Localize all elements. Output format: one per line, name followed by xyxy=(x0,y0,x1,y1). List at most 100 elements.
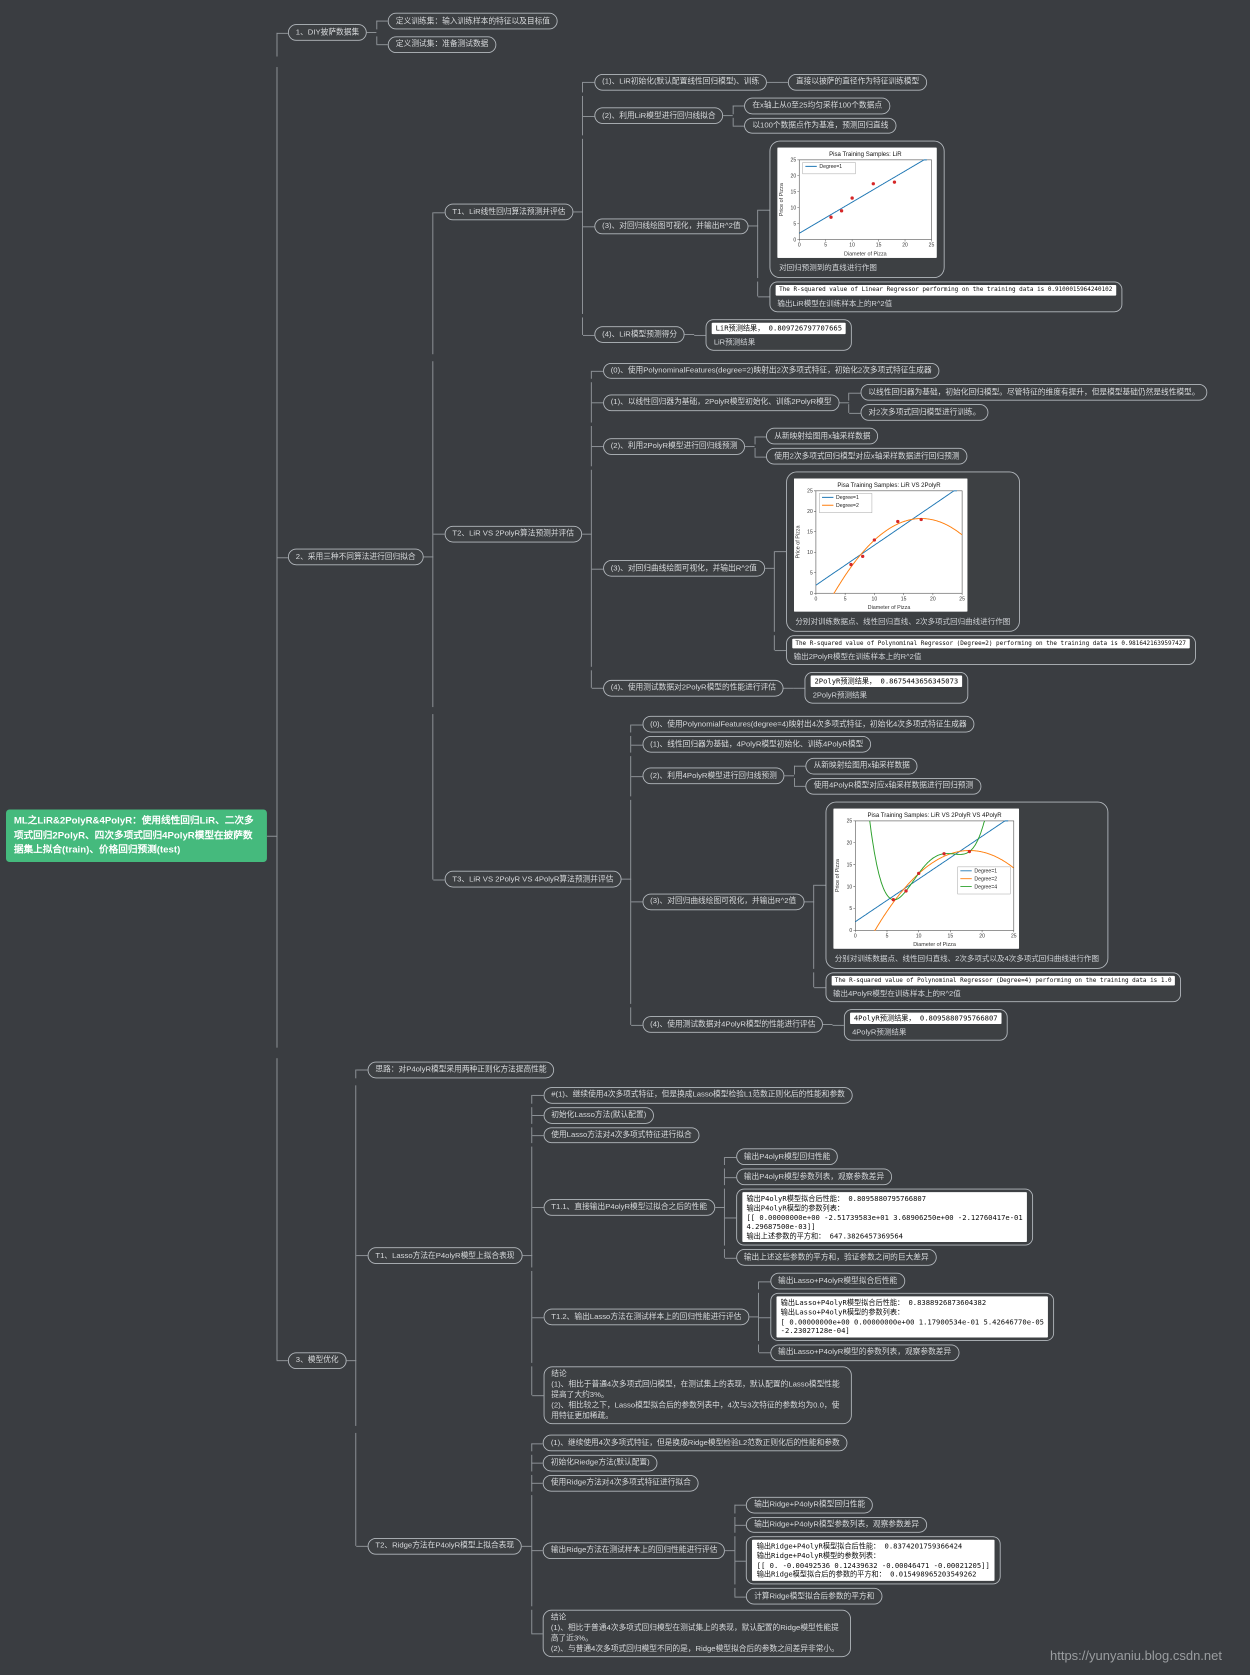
subtopic[interactable]: 定义测试集：准备测试数据 xyxy=(388,36,497,53)
subtopic[interactable]: 以线性回归器为基础，初始化回归模型。尽管特征的维度有提升，但是模型基础仍然是线性… xyxy=(860,384,1208,401)
y-tick-label: 20 xyxy=(807,509,813,515)
scatter-point xyxy=(967,849,971,853)
root-topic[interactable]: ML之LiR&2PolyR&4PolyR：使用线性回归LiR、二次多项式回归2P… xyxy=(6,809,267,863)
chart-caption: 分别对训练数据点、线性回归直线、2次多项式回归曲线进行作图 xyxy=(795,616,1011,626)
subtopic[interactable]: T1.1、直接输出P4olyR模型过拟合之后的性能 xyxy=(543,1199,715,1216)
branch-three-algorithms[interactable]: 2、采用三种不同算法进行回归拟合 xyxy=(287,548,424,566)
x-tick-label: 25 xyxy=(929,243,935,249)
r-squared-output-2polyr[interactable]: The R-squared value of Polynominal Regre… xyxy=(785,635,1196,666)
branch-model-optimization[interactable]: 3、模型优化 xyxy=(287,1352,347,1369)
subtopic[interactable]: (4)、LiR模型预测得分 xyxy=(594,326,685,343)
chart-topic-lir[interactable]: 0 5 10 15 20 25 0 5 10 15 20 25 Pisa Training Sample… xyxy=(769,140,945,279)
subtopic[interactable]: 初始化Lasso方法(默认配置) xyxy=(543,1106,655,1124)
subtopic[interactable]: 输出Ridge+P4olyR模型参数列表，观察参数差异 xyxy=(746,1516,927,1534)
subtopic[interactable]: 初始化Riedge方法(默认配置) xyxy=(542,1454,658,1472)
chart-background xyxy=(777,147,937,259)
params-output-ridge[interactable]: 输出Ridge+P4olyR模型拟合后性能： 0.837420175936642… xyxy=(746,1536,1001,1585)
output-note: 2PolyR预测结果 xyxy=(812,690,868,700)
params-output-lasso[interactable]: 输出Lasso+P4olyR模型拟合后性能： 0.838892687360438… xyxy=(770,1293,1055,1341)
subtopic[interactable]: 输出P4olyR模型回归性能 xyxy=(735,1148,839,1166)
subtopic[interactable]: (0)、使用PolynominalFeatures(degree=2)映射出2次… xyxy=(602,362,940,380)
subtopic[interactable]: 输出Ridge+P4olyR模型回归性能 xyxy=(746,1496,874,1514)
subtopic[interactable]: (1)、线性回归器为基础，4PolyR模型初始化、训练4PolyR模型 xyxy=(642,736,872,753)
topic-t2-2polyr[interactable]: T2、LiR VS 2PolyR算法预测并评估 xyxy=(444,525,582,543)
prediction-output-4polyr[interactable]: 4PolyR预测结果， 0.8095880795766807 4PolyR预测结果 xyxy=(844,1009,1008,1041)
subtopic[interactable]: 使用Lasso方法对4次多项式特征进行拟合 xyxy=(543,1126,700,1144)
x-tick-label: 5 xyxy=(824,243,827,249)
subtopic[interactable]: 直接以披萨的直径作为特征训练模型 xyxy=(788,73,928,91)
subtopic[interactable]: T1.2、输出Lasso方法在测试样本上的回归性能进行评估 xyxy=(543,1308,750,1326)
console-output-line: 输出P4olyR模型的参数列表： xyxy=(746,1203,845,1213)
console-output-line: The R-squared value of Polynominal Regre… xyxy=(791,638,1190,649)
subtopic[interactable]: (3)、对回归曲线绘图可视化，并输出R^2值 xyxy=(602,560,765,577)
branch-connector xyxy=(621,878,631,880)
y-tick-label: 10 xyxy=(846,884,852,890)
watermark-link[interactable]: https://yunyaniu.blog.csdn.net xyxy=(1049,1648,1222,1663)
subtopic[interactable]: 从新映射绘图用x轴采样数据 xyxy=(766,427,879,445)
subtopic[interactable]: 在x轴上从0至25均匀采样100个数据点 xyxy=(744,97,890,114)
pizza-chart-svg: 0 5 10 15 20 25 0 5 10 15 20 25 Pisa Training Sample… xyxy=(833,808,1019,949)
topic-ridge[interactable]: T2、Ridge方法在P4olyR模型上拟合表现 xyxy=(367,1537,522,1555)
branch-connector xyxy=(723,115,734,117)
branch-connector xyxy=(725,1550,735,1552)
legend-box xyxy=(957,866,1011,894)
topic-lasso[interactable]: T1、Lasso方法在P4olyR模型上拟合表现 xyxy=(367,1247,523,1264)
subtopic[interactable]: (1)、以线性回归器为基础，2PolyR模型初始化、训练2PolyR模型 xyxy=(602,394,840,411)
subtopic[interactable]: 思路：对P4olyR模型采用两种正则化方法提高性能 xyxy=(367,1061,555,1079)
scatter-point xyxy=(839,209,844,213)
scatter-point xyxy=(860,554,864,559)
conclusion-lasso[interactable]: 结论 (1)、相比于普通4次多项式回归模型，在测试集上的表现，默认配置的Lass… xyxy=(543,1366,852,1425)
subtopic[interactable]: (1)、LiR初始化(默认配置线性回归模型)、训练 xyxy=(594,73,768,91)
prediction-output-lir[interactable]: LiR预测结果， 0.809726797707665 LiR预测结果 xyxy=(705,318,852,351)
subtopic[interactable]: 输出上述这些参数的平方和，验证参数之间的巨大差异 xyxy=(735,1249,937,1267)
subtopic[interactable]: 对2次多项式回归模型进行训练。 xyxy=(860,404,989,421)
subtopic[interactable]: 使用2次多项式回归模型对应x轴采样数据进行回归预测 xyxy=(766,448,968,465)
subtopic[interactable]: (4)、使用测试数据对2PolyR模型的性能进行评估 xyxy=(602,679,784,697)
branch-connector xyxy=(266,835,277,837)
subtopic[interactable]: (2)、利用2PolyR模型进行回归线预测 xyxy=(602,437,746,455)
subtopic[interactable]: (3)、对回归曲线绘图可视化，并输出R^2值 xyxy=(642,893,805,910)
subtopic[interactable]: 使用4PolyR模型对应x轴采样数据进行回归预测 xyxy=(805,777,982,795)
subtopic[interactable]: (1)、继续使用4次多项式特征，但是换成Ridge模型检验L2范数正则化后的性能… xyxy=(542,1434,848,1452)
subtopic[interactable]: (2)、利用4PolyR模型进行回归线预测 xyxy=(642,767,785,785)
y-tick-label: 15 xyxy=(807,530,813,536)
x-tick-label: 5 xyxy=(843,596,846,602)
pizza-chart-svg: 0 5 10 15 20 25 0 5 10 15 20 25 Pisa Training Sample… xyxy=(777,147,937,259)
subtopic[interactable]: (0)、使用PolynomialFeatures(degree=4)映射出4次多… xyxy=(642,716,975,733)
subtopic[interactable]: 输出Ridge方法在测试样本上的回归性能进行评估 xyxy=(542,1542,726,1559)
subtopic[interactable]: 使用Ridge方法对4次多项式特征进行拟合 xyxy=(542,1474,699,1492)
topic-t3-4polyr[interactable]: T3、LiR VS 2PolyR VS 4PolyR算法预测并评估 xyxy=(444,870,622,888)
chart-topic-lir-vs-2polyr-vs-4polyr[interactable]: 0 5 10 15 20 25 0 5 10 15 20 25 Pisa Training Sample… xyxy=(825,801,1109,969)
chart-title: Pisa Training Samples: LiR xyxy=(829,152,902,158)
subtopic[interactable]: #(1)、继续使用4次多项式特征，但是换成Lasso模型检验L1范数正则化后的性… xyxy=(543,1086,853,1104)
branch-connector xyxy=(839,402,850,404)
prediction-output-2polyr[interactable]: 2PolyR预测结果， 0.8675443656345073 2PolyR预测结果 xyxy=(804,672,968,704)
subtopic[interactable]: (2)、利用LiR模型进行回归线拟合 xyxy=(594,107,724,124)
subtopic[interactable]: 计算Ridge模型拟合后参数的平方和 xyxy=(746,1587,883,1605)
branch-diy-dataset[interactable]: 1、DIY披萨数据集 xyxy=(287,24,368,42)
r-squared-output-4polyr[interactable]: The R-squared value of Polynominal Regre… xyxy=(825,972,1182,1003)
params-output-p4olyr[interactable]: 输出P4olyR模型拟合后性能： 0.8095880795766807 输出P4o… xyxy=(735,1188,1034,1246)
series-line-degree-1 xyxy=(854,820,1008,922)
topic-t1-lir[interactable]: T1、LiR线性回归算法预测并评估 xyxy=(444,203,574,221)
subtopic[interactable]: (3)、对回归线绘图可视化，并输出R^2值 xyxy=(594,218,749,235)
subtopic[interactable]: (4)、使用测试数据对4PolyR模型的性能进行评估 xyxy=(642,1016,824,1034)
conclusion-ridge[interactable]: 结论 (1)、相比于普通4次多项式回归模型在测试集上的表现，默认配置的Ridge… xyxy=(542,1609,852,1658)
subtopic[interactable]: 输出Lasso+P4olyR模型拟合后性能 xyxy=(770,1273,906,1290)
x-tick-label: 25 xyxy=(959,596,965,602)
chart-topic-lir-vs-2polyr[interactable]: 0 5 10 15 20 25 0 5 10 15 20 25 Pisa Training Sample… xyxy=(785,471,1020,632)
subtopic[interactable]: 从新映射绘图用x轴采样数据 xyxy=(805,757,918,775)
branch-connector xyxy=(745,445,755,447)
y-axis-label: Price of Pizza xyxy=(779,183,785,216)
subtopic[interactable]: 输出P4olyR模型参数列表，观察参数差异 xyxy=(735,1168,893,1186)
r-squared-output-lir[interactable]: The R-squared value of Linear Regressor … xyxy=(769,281,1122,312)
subtopic[interactable]: 输出Lasso+P4olyR模型的参数列表，观察参数差异 xyxy=(770,1344,960,1361)
subtopic[interactable]: 以100个数据点作为基准，预测回归直线 xyxy=(744,117,897,134)
console-output-block: 输出Lasso+P4olyR模型拟合后性能： 0.838892687360438… xyxy=(776,1296,1049,1338)
console-output-line: 2PolyR预测结果， 0.8675443656345073 xyxy=(810,675,962,688)
series-line-degree-2 xyxy=(832,517,962,594)
scatter-point xyxy=(829,215,833,220)
chart-caption: 分别对训练数据点、线性回归直线、2次多项式以及4次多项式回归曲线进行作图 xyxy=(834,953,1099,963)
subtopic[interactable]: 定义训练集：输入训练样本的特征以及目标值 xyxy=(388,12,558,30)
